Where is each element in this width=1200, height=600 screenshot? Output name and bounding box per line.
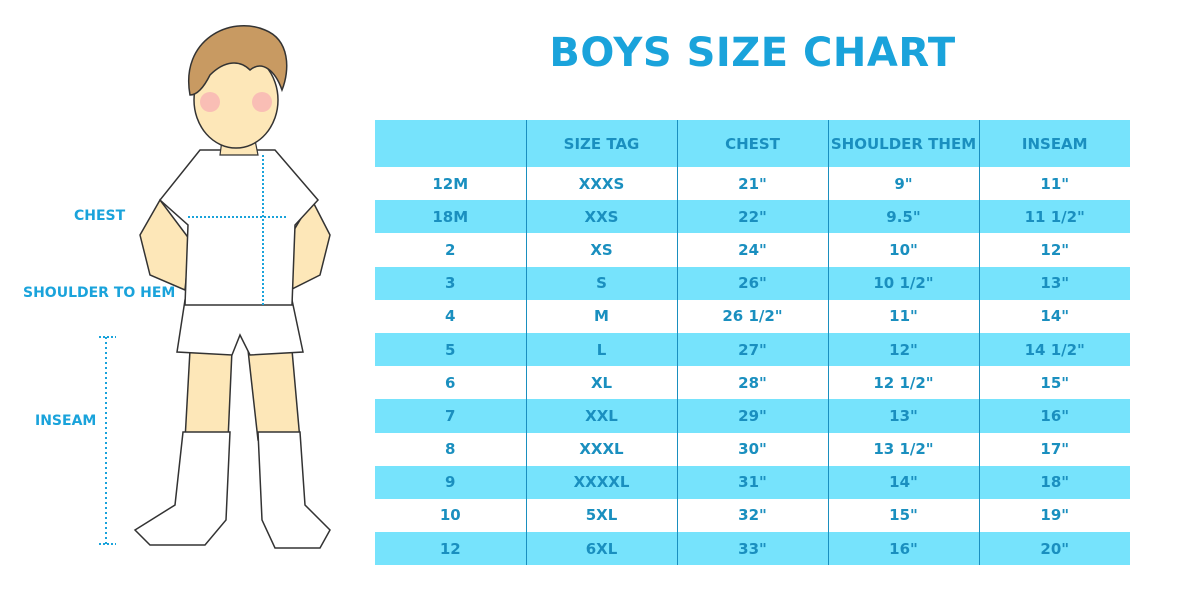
table-row: 18M XXS 22" 9.5" 11 1/2" — [375, 200, 1130, 234]
table-row: 8 XXXL 30" 13 1/2" 17" — [375, 432, 1130, 466]
table-row: 3 S 26" 10 1/2" 13" — [375, 266, 1130, 300]
cell-inseam: 19" — [978, 498, 1130, 533]
cell-age: 3 — [375, 266, 526, 300]
cell-shoulder: 9.5" — [827, 200, 979, 234]
cell-age: 10 — [439, 506, 461, 525]
cell-age: 12M — [432, 174, 469, 193]
header-inseam: INSEAM — [978, 120, 1130, 167]
table-header-row: SIZE TAG CHEST SHOULDER THEM INSEAM — [375, 120, 1130, 167]
inseam-label: INSEAM — [35, 413, 97, 429]
cell-age: 7 — [375, 399, 526, 433]
cell-age: 12 — [375, 532, 526, 566]
cell-size-tag: M — [525, 299, 677, 333]
cell-chest: 26" — [676, 266, 828, 300]
cell-chest: 28" — [676, 366, 828, 400]
cell-shoulder: 16" — [827, 532, 979, 566]
cell-inseam: 20" — [978, 532, 1130, 566]
cell-age: 9 — [375, 465, 526, 499]
cell-shoulder: 12" — [827, 332, 979, 367]
header-shoulder: SHOULDER THEM — [827, 120, 979, 167]
table-row: 5 L 27" 12" 14 1/2" — [375, 332, 1130, 367]
table-row: 2 XS 24" 10" 12" — [375, 233, 1130, 267]
cell-size-tag: 5XL — [525, 498, 677, 533]
cell-size-tag: XL — [525, 366, 677, 400]
cell-shoulder: 13" — [827, 399, 979, 433]
cell-chest: 21" — [676, 167, 828, 201]
cell-shoulder: 9" — [827, 167, 979, 201]
cell-age: 5 — [375, 332, 526, 367]
cell-size-tag: XXL — [525, 399, 677, 433]
cell-inseam: 11" — [978, 167, 1130, 201]
cell-shoulder: 14" — [827, 465, 979, 499]
table-row: 9 XXXXL 31" 14" 18" — [375, 465, 1130, 499]
cell-inseam: 11 1/2" — [978, 200, 1130, 234]
cell-size-tag: XXS — [525, 200, 677, 234]
cell-shoulder: 13 1/2" — [827, 432, 979, 466]
table-row: 6 XL 28" 12 1/2" 15" — [375, 366, 1130, 400]
cell-inseam: 17" — [978, 432, 1130, 466]
cell-age: 6 — [445, 373, 456, 392]
cell-chest: 30" — [676, 432, 828, 466]
cell-chest: 31" — [676, 465, 828, 499]
header-size-tag: SIZE TAG — [525, 120, 677, 167]
cell-size-tag: XXXXL — [525, 465, 677, 499]
cell-size-tag: 6XL — [525, 532, 677, 566]
header-age — [375, 120, 526, 167]
header-chest: CHEST — [676, 120, 828, 167]
cell-inseam: 16" — [978, 399, 1130, 433]
cell-size-tag: S — [525, 266, 677, 300]
cell-age: 4 — [445, 307, 456, 326]
cell-inseam: 12" — [978, 233, 1130, 267]
cell-size-tag: XXXL — [525, 432, 677, 466]
shoulder-to-hem-label: SHOULDER TO HEM — [23, 285, 176, 301]
table-row: 7 XXL 29" 13" 16" — [375, 399, 1130, 433]
cell-inseam: 13" — [978, 266, 1130, 300]
cell-chest: 33" — [676, 532, 828, 566]
boy-figure-illustration — [99, 25, 331, 549]
cell-chest: 22" — [676, 200, 828, 234]
cell-age: 18M — [375, 200, 526, 234]
size-table: SIZE TAG CHEST SHOULDER THEM INSEAM 12M X… — [375, 120, 1130, 566]
cell-shoulder: 15" — [827, 498, 979, 533]
cell-shoulder: 10 1/2" — [827, 266, 979, 300]
cell-chest: 32" — [676, 498, 828, 533]
cell-shoulder: 10" — [827, 233, 979, 267]
cell-inseam: 14 1/2" — [978, 332, 1130, 367]
cell-chest: 27" — [676, 332, 828, 367]
cell-size-tag: L — [525, 332, 677, 367]
cell-shoulder: 11" — [827, 299, 979, 333]
cell-chest: 29" — [676, 399, 828, 433]
table-row: 4 M 26 1/2" 11" 14" — [375, 299, 1130, 333]
cell-age: 2 — [445, 240, 456, 259]
chest-label: CHEST — [74, 208, 126, 224]
cell-chest: 24" — [676, 233, 828, 267]
cell-size-tag: XS — [525, 233, 677, 267]
cell-inseam: 18" — [978, 465, 1130, 499]
cell-inseam: 14" — [978, 299, 1130, 333]
table-row: 12M XXXS 21" 9" 11" — [375, 167, 1130, 201]
page-title: BOYS SIZE CHART — [549, 30, 956, 76]
cell-shoulder: 12 1/2" — [827, 366, 979, 400]
table-row: 12 6XL 33" 16" 20" — [375, 532, 1130, 566]
cell-chest: 26 1/2" — [676, 299, 828, 333]
cell-inseam: 15" — [978, 366, 1130, 400]
cell-age: 8 — [445, 440, 456, 459]
cell-size-tag: XXXS — [525, 167, 677, 201]
table-row: 10 5XL 32" 15" 19" — [375, 498, 1130, 533]
